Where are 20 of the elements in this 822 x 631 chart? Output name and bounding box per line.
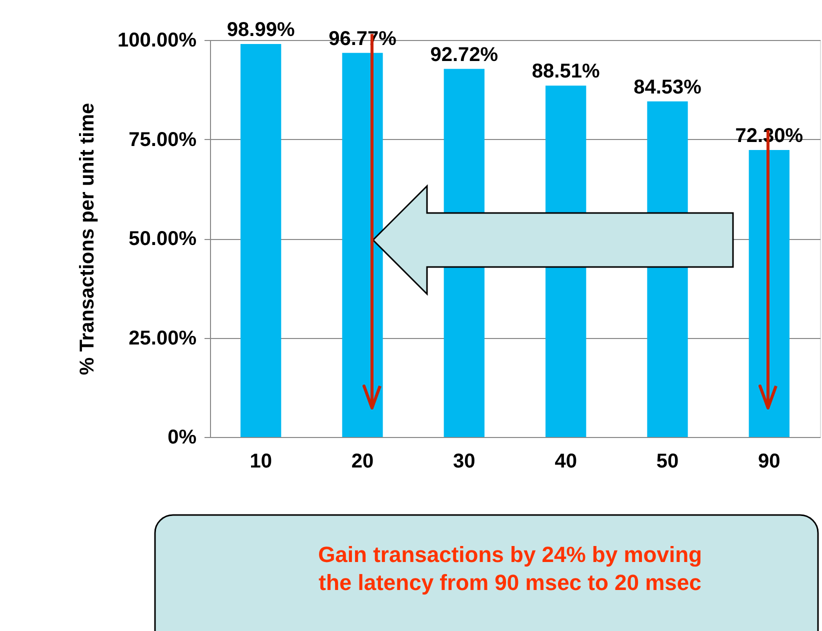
text: Gain transactions by 24% by moving the latency from 90 msec to 20 msec bbox=[318, 542, 702, 595]
x-tick-label: 50 bbox=[656, 450, 679, 472]
y-tick-label: 100.00% bbox=[118, 30, 197, 52]
x-tick-label: 30 bbox=[453, 450, 476, 472]
x-tick-label: 20 bbox=[351, 450, 374, 472]
bar bbox=[748, 150, 790, 437]
data-label: 88.51% bbox=[532, 60, 600, 83]
x-tick-label: 40 bbox=[554, 450, 577, 472]
y-tick-label: 75.00% bbox=[128, 128, 197, 151]
y-axis-title: % Transactions per unit time bbox=[76, 102, 99, 376]
x-tick-label: 90 bbox=[758, 450, 780, 472]
data-label: 98.99% bbox=[226, 19, 295, 42]
data-label: 84.53% bbox=[634, 76, 702, 98]
data-label: 92.72% bbox=[430, 44, 498, 66]
bar bbox=[342, 52, 383, 437]
bar bbox=[240, 44, 282, 437]
y-tick-label: 25.00% bbox=[128, 327, 197, 350]
x-tick-label: 10 bbox=[250, 450, 272, 472]
y-tick-label: 0% bbox=[168, 426, 197, 448]
y-tick-label: 50.00% bbox=[128, 228, 197, 250]
